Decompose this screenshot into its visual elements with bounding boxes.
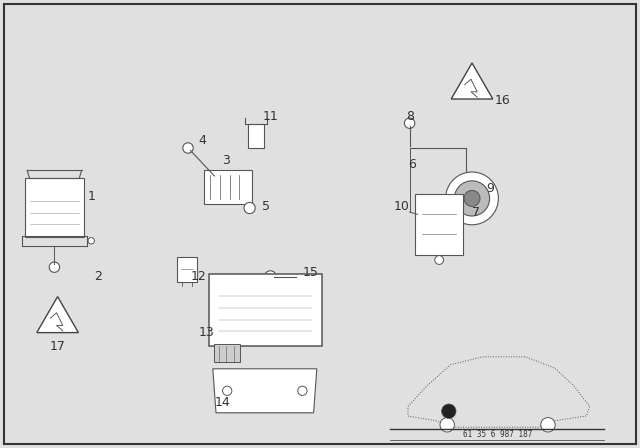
Text: 5: 5: [262, 200, 270, 213]
Circle shape: [454, 181, 490, 216]
Text: 61 35 6 987 187: 61 35 6 987 187: [463, 430, 532, 439]
Bar: [214, 344, 240, 362]
Text: 8: 8: [406, 110, 415, 123]
Circle shape: [244, 202, 255, 214]
Circle shape: [298, 386, 307, 396]
Bar: [204, 170, 252, 204]
Text: 10: 10: [394, 200, 410, 213]
Text: 14: 14: [214, 396, 230, 409]
Polygon shape: [36, 297, 79, 332]
Circle shape: [223, 386, 232, 396]
FancyBboxPatch shape: [415, 194, 463, 255]
Circle shape: [442, 404, 456, 418]
Text: 17: 17: [50, 340, 65, 353]
Text: 1: 1: [88, 190, 96, 203]
FancyBboxPatch shape: [177, 257, 197, 282]
Circle shape: [49, 262, 60, 272]
Text: 13: 13: [198, 326, 214, 339]
Text: 12: 12: [191, 270, 206, 283]
FancyBboxPatch shape: [25, 177, 84, 237]
Text: 3: 3: [223, 154, 230, 167]
Bar: [248, 124, 264, 148]
Text: 9: 9: [486, 182, 494, 195]
Circle shape: [264, 271, 276, 283]
Circle shape: [88, 237, 95, 244]
Circle shape: [183, 143, 193, 153]
Circle shape: [541, 418, 556, 432]
FancyBboxPatch shape: [209, 274, 323, 346]
Text: 15: 15: [302, 266, 318, 279]
Text: 2: 2: [95, 270, 102, 283]
Circle shape: [404, 118, 415, 129]
Circle shape: [445, 172, 499, 225]
Circle shape: [440, 418, 454, 432]
Text: 11: 11: [262, 110, 278, 123]
Text: 7: 7: [472, 206, 480, 219]
Polygon shape: [451, 63, 493, 99]
Polygon shape: [212, 369, 317, 413]
Text: 16: 16: [494, 94, 510, 107]
Circle shape: [435, 256, 444, 264]
Text: 6: 6: [408, 158, 416, 171]
Text: 4: 4: [198, 134, 206, 147]
Circle shape: [464, 190, 480, 207]
